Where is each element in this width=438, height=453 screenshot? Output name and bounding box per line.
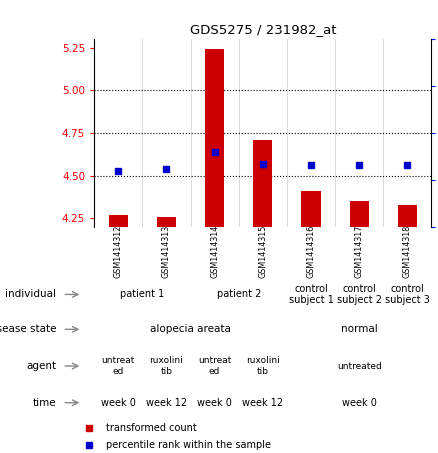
Text: agent: agent bbox=[26, 361, 57, 371]
Text: patient 1: patient 1 bbox=[120, 289, 165, 299]
Text: week 0: week 0 bbox=[197, 398, 232, 408]
Text: GSM1414314: GSM1414314 bbox=[210, 225, 219, 278]
Title: GDS5275 / 231982_at: GDS5275 / 231982_at bbox=[190, 24, 336, 36]
Text: untreated: untreated bbox=[337, 361, 381, 371]
Text: GSM1414318: GSM1414318 bbox=[403, 225, 412, 278]
Text: GSM1414313: GSM1414313 bbox=[162, 225, 171, 278]
Text: control
subject 1: control subject 1 bbox=[289, 284, 333, 305]
Bar bbox=[350, 201, 369, 227]
Text: untreat
ed: untreat ed bbox=[102, 357, 135, 376]
Bar bbox=[157, 217, 176, 227]
Text: GSM1414315: GSM1414315 bbox=[258, 225, 267, 278]
Text: percentile rank within the sample: percentile rank within the sample bbox=[106, 439, 271, 449]
Text: ruxolini
tib: ruxolini tib bbox=[246, 357, 280, 376]
Text: alopecia areata: alopecia areata bbox=[150, 324, 231, 334]
Text: individual: individual bbox=[5, 289, 57, 299]
Bar bbox=[253, 140, 272, 227]
Text: time: time bbox=[33, 398, 57, 408]
Text: week 12: week 12 bbox=[242, 398, 283, 408]
Text: control
subject 3: control subject 3 bbox=[385, 284, 430, 305]
Text: GSM1414312: GSM1414312 bbox=[114, 225, 123, 278]
Text: transformed count: transformed count bbox=[106, 423, 197, 433]
Text: patient 2: patient 2 bbox=[216, 289, 261, 299]
Text: week 0: week 0 bbox=[342, 398, 377, 408]
Text: GSM1414317: GSM1414317 bbox=[355, 225, 364, 278]
Text: GSM1414316: GSM1414316 bbox=[307, 225, 315, 278]
Bar bbox=[398, 205, 417, 227]
Bar bbox=[109, 215, 128, 227]
Text: disease state: disease state bbox=[0, 324, 57, 334]
Text: week 12: week 12 bbox=[146, 398, 187, 408]
Text: normal: normal bbox=[341, 324, 378, 334]
Bar bbox=[301, 191, 321, 227]
Bar bbox=[205, 49, 224, 227]
Text: ruxolini
tib: ruxolini tib bbox=[149, 357, 184, 376]
Text: control
subject 2: control subject 2 bbox=[337, 284, 381, 305]
Text: untreat
ed: untreat ed bbox=[198, 357, 231, 376]
Text: week 0: week 0 bbox=[101, 398, 136, 408]
